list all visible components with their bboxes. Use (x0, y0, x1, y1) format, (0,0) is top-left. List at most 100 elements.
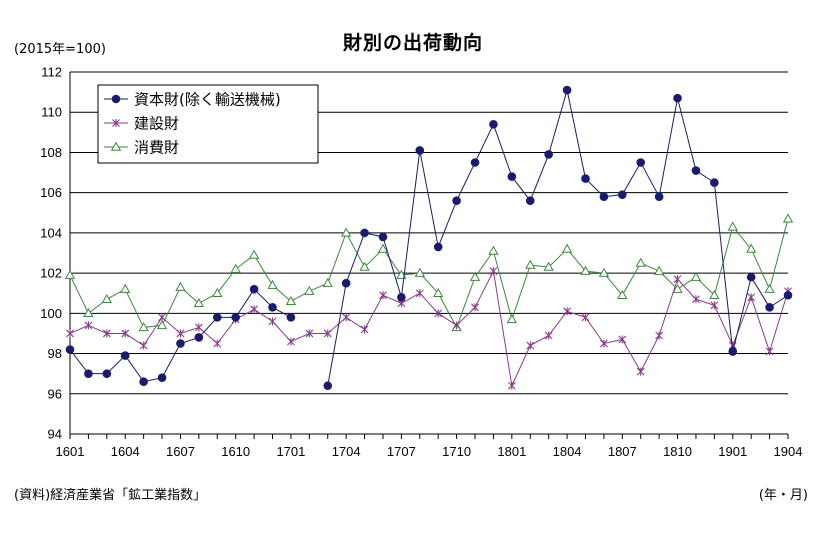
data-point (267, 279, 278, 289)
x-tick-label: 1607 (166, 444, 195, 459)
data-point (655, 331, 664, 340)
data-point (65, 345, 75, 354)
data-point (765, 303, 774, 312)
data-point (359, 261, 370, 271)
legend-item: 資本財(除く輸送機械) (104, 91, 281, 109)
data-point (581, 174, 590, 183)
data-point (112, 119, 120, 127)
data-point (194, 323, 203, 332)
series-line (69, 269, 789, 388)
data-point (747, 293, 756, 302)
data-point (544, 150, 553, 159)
data-point (600, 339, 608, 348)
x-tick-label: 1807 (608, 444, 637, 459)
y-tick-label: 104 (40, 225, 62, 240)
data-point (379, 291, 387, 300)
data-point (581, 313, 590, 322)
data-point (193, 297, 205, 308)
data-point (176, 339, 185, 348)
y-tick-label: 106 (40, 185, 62, 200)
data-point (139, 341, 148, 350)
y-tick-label: 94 (48, 427, 62, 442)
data-point (782, 213, 794, 223)
data-point (544, 331, 553, 340)
data-point (249, 284, 259, 294)
legend-item: 消費財 (104, 139, 179, 157)
data-point (157, 373, 167, 382)
y-tick-labels: 94 96 98 100 102 104 106 108 110 112 (40, 65, 62, 442)
data-point (710, 301, 719, 310)
data-point (598, 267, 610, 277)
source-label: (資料)経済産業省「鉱工業指数」 (14, 488, 207, 503)
data-point (83, 308, 94, 318)
x-tick-label: 1604 (111, 444, 140, 459)
data-point (378, 232, 388, 242)
data-point (433, 287, 444, 297)
data-point (452, 321, 461, 330)
data-point (176, 329, 185, 338)
x-tick-labels: 1601 1604 1607 1610 1701 1704 1707 1710 1801 1804… (56, 444, 803, 459)
data-point (618, 335, 627, 344)
data-point (194, 333, 204, 342)
data-point (746, 272, 756, 282)
data-point (268, 317, 277, 326)
data-point (488, 245, 499, 255)
data-point (599, 192, 609, 201)
data-point (231, 313, 240, 322)
data-point (636, 158, 646, 167)
y-tick-label: 96 (48, 386, 62, 401)
data-point (415, 146, 425, 155)
data-point (692, 295, 700, 304)
series-line (69, 218, 789, 329)
series-0 (65, 85, 793, 391)
y-tick-label: 98 (48, 346, 62, 361)
legend-label: 消費財 (134, 139, 179, 157)
y-tick-label: 102 (40, 266, 62, 281)
data-point (323, 329, 332, 338)
data-point (323, 381, 333, 391)
data-point (268, 303, 277, 312)
data-point (377, 243, 389, 253)
x-tick-label: 1901 (718, 444, 747, 459)
x-tick-label: 1701 (276, 444, 305, 459)
data-point (84, 321, 93, 330)
data-point (433, 242, 443, 252)
data-point (489, 119, 498, 129)
data-point (507, 381, 516, 390)
data-point (563, 307, 571, 316)
y-tick-label: 100 (40, 306, 62, 321)
x-unit-label: (年・月) (758, 488, 808, 503)
data-point (360, 325, 369, 334)
data-point (673, 275, 682, 284)
data-point (636, 367, 645, 376)
data-point (120, 351, 130, 360)
data-point (322, 277, 333, 287)
data-point (414, 267, 425, 277)
data-point (175, 281, 186, 291)
x-tick-label: 1810 (663, 444, 692, 459)
series-2 (64, 213, 794, 332)
data-point (561, 243, 573, 253)
data-point (101, 293, 112, 303)
data-point (618, 190, 627, 199)
data-point (469, 271, 481, 281)
data-point (248, 249, 260, 259)
data-point (710, 178, 719, 187)
data-point (84, 369, 93, 378)
data-point (360, 228, 369, 238)
y-tick-label: 110 (41, 105, 62, 120)
data-point (489, 267, 498, 276)
chart-title: 財別の出荷動向 (342, 32, 483, 54)
data-point (635, 257, 646, 267)
data-point (304, 285, 315, 295)
x-tick-label: 1707 (387, 444, 416, 459)
y-tick-label: 112 (41, 65, 62, 80)
data-point (507, 172, 517, 181)
data-point (212, 313, 222, 322)
y-tick-label: 108 (40, 145, 62, 160)
data-point (452, 196, 461, 206)
data-point (121, 329, 130, 338)
data-point (139, 377, 148, 387)
